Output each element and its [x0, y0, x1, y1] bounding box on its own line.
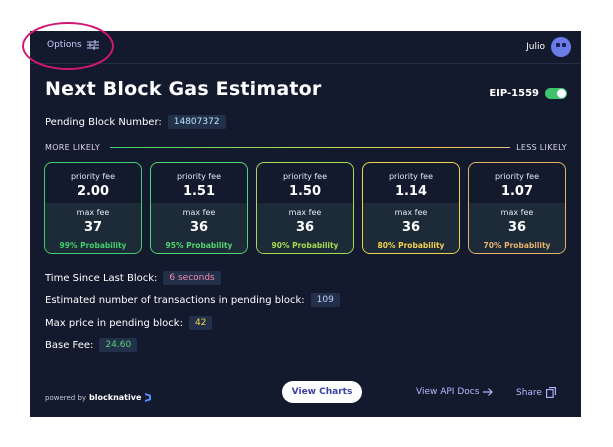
api-docs-label: View API Docs — [416, 387, 480, 397]
eip-label: EIP-1559 — [489, 88, 539, 99]
est-tx-row: Estimated number of transactions in pend… — [45, 293, 340, 307]
pending-block-value: 14807372 — [167, 115, 226, 129]
less-likely-label: LESS LIKELY — [516, 143, 567, 152]
copy-icon — [546, 387, 556, 398]
priority-fee-value: 1.51 — [182, 184, 216, 199]
max-fee-label: max fee — [182, 208, 216, 217]
gas-estimator-panel: Options Julio Next Block Gas Estimator E… — [30, 31, 581, 417]
max-fee-value: 36 — [401, 220, 421, 235]
card-lower: max fee 36 90% Probability — [257, 203, 353, 253]
estimate-card: priority fee 2.00 max fee 37 99% Probability — [44, 162, 142, 254]
priority-fee-label: priority fee — [494, 172, 540, 181]
eip-toggle-group: EIP-1559 — [489, 88, 567, 99]
max-fee-value: 36 — [295, 220, 315, 235]
share-button[interactable]: Share — [516, 387, 556, 398]
view-charts-button[interactable]: View Charts — [282, 381, 362, 403]
brand-name: blocknative — [89, 393, 142, 402]
time-since-label: Time Since Last Block: — [45, 272, 158, 284]
priority-fee-label: priority fee — [176, 172, 222, 181]
pending-block-label: Pending Block Number: — [45, 116, 162, 128]
base-fee-row: Base Fee: 24.60 — [45, 338, 138, 352]
priority-fee-label: priority fee — [388, 172, 434, 181]
estimate-card: priority fee 1.14 max fee 36 80% Probability — [362, 162, 460, 254]
eip-toggle[interactable] — [545, 88, 567, 99]
powered-by[interactable]: powered by blocknative — [45, 393, 152, 402]
estimate-card: priority fee 1.51 max fee 36 95% Probability — [150, 162, 248, 254]
likelihood-gradient — [110, 147, 510, 148]
probability-label: 70% Probability — [483, 241, 551, 250]
probability-label: 99% Probability — [59, 241, 127, 250]
view-api-docs-link[interactable]: View API Docs — [416, 387, 494, 397]
estimate-card: priority fee 1.07 max fee 36 70% Probability — [468, 162, 566, 254]
card-lower: max fee 36 80% Probability — [363, 203, 459, 253]
max-fee-value: 37 — [83, 220, 103, 235]
blocknative-logo-icon — [145, 393, 152, 402]
max-fee-value: 36 — [507, 220, 527, 235]
priority-fee-label: priority fee — [70, 172, 116, 181]
est-tx-label: Estimated number of transactions in pend… — [45, 294, 305, 306]
max-fee-label: max fee — [394, 208, 428, 217]
highlight-annotation — [22, 22, 114, 70]
avatar-icon[interactable] — [551, 37, 571, 57]
priority-fee-label: priority fee — [282, 172, 328, 181]
max-fee-value: 36 — [189, 220, 209, 235]
max-price-label: Max price in pending block: — [45, 317, 183, 329]
base-fee-value: 24.60 — [99, 338, 138, 352]
time-since-value: 6 seconds — [163, 271, 221, 285]
user-name: Julio — [526, 42, 545, 52]
est-tx-value: 109 — [310, 293, 340, 307]
max-fee-label: max fee — [288, 208, 322, 217]
card-lower: max fee 37 99% Probability — [45, 203, 141, 253]
priority-fee-value: 1.07 — [500, 184, 534, 199]
more-likely-label: MORE LIKELY — [45, 143, 101, 152]
max-price-value: 42 — [188, 316, 213, 330]
share-label: Share — [516, 387, 542, 398]
max-fee-label: max fee — [500, 208, 534, 217]
card-lower: max fee 36 95% Probability — [151, 203, 247, 253]
probability-label: 90% Probability — [271, 241, 339, 250]
priority-fee-value: 2.00 — [76, 184, 110, 199]
user-menu[interactable]: Julio — [526, 37, 571, 57]
time-since-row: Time Since Last Block: 6 seconds — [45, 271, 221, 285]
max-fee-label: max fee — [76, 208, 110, 217]
priority-fee-value: 1.50 — [288, 184, 322, 199]
max-price-row: Max price in pending block: 42 — [45, 316, 213, 330]
powered-by-text: powered by — [45, 393, 87, 402]
arrow-right-icon — [483, 388, 494, 396]
pending-block-row: Pending Block Number: 14807372 — [45, 115, 226, 129]
page-title: Next Block Gas Estimator — [45, 78, 322, 100]
estimate-card: priority fee 1.50 max fee 36 90% Probability — [256, 162, 354, 254]
probability-label: 80% Probability — [377, 241, 445, 250]
base-fee-label: Base Fee: — [45, 339, 94, 351]
probability-label: 95% Probability — [165, 241, 233, 250]
card-lower: max fee 36 70% Probability — [469, 203, 565, 253]
priority-fee-value: 1.14 — [394, 184, 428, 199]
